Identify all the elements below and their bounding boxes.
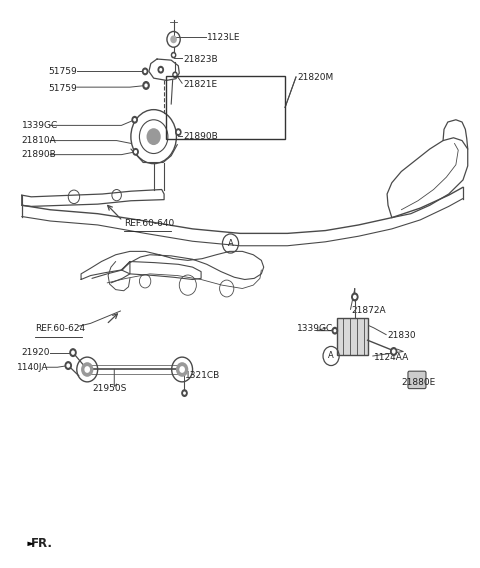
Text: A: A — [328, 352, 334, 361]
Text: FR.: FR. — [31, 537, 53, 550]
Circle shape — [134, 150, 137, 153]
Text: REF.60-640: REF.60-640 — [124, 219, 174, 228]
Text: 51759: 51759 — [48, 83, 77, 93]
Text: 21810A: 21810A — [22, 136, 57, 145]
Circle shape — [392, 349, 396, 354]
Circle shape — [390, 347, 397, 356]
Circle shape — [69, 348, 77, 357]
Circle shape — [81, 362, 94, 377]
Circle shape — [172, 53, 175, 57]
Text: 1339GC: 1339GC — [297, 324, 333, 333]
Circle shape — [144, 70, 146, 73]
Circle shape — [71, 350, 75, 355]
Circle shape — [334, 329, 336, 332]
Circle shape — [177, 131, 180, 134]
Text: 21920: 21920 — [22, 348, 50, 357]
Text: 51759: 51759 — [48, 67, 77, 76]
Circle shape — [134, 150, 137, 153]
Circle shape — [144, 83, 148, 87]
Circle shape — [142, 68, 148, 76]
Text: A: A — [228, 239, 233, 248]
Circle shape — [176, 362, 188, 377]
Circle shape — [172, 72, 178, 78]
Circle shape — [159, 68, 162, 72]
Circle shape — [175, 128, 181, 136]
Text: 1321CB: 1321CB — [185, 370, 221, 379]
Text: 21823B: 21823B — [183, 55, 218, 64]
Polygon shape — [27, 542, 35, 546]
Circle shape — [170, 35, 177, 43]
Circle shape — [177, 131, 180, 134]
Text: 21830: 21830 — [387, 331, 416, 340]
Circle shape — [353, 295, 357, 299]
Circle shape — [332, 327, 338, 335]
Circle shape — [142, 81, 150, 90]
Circle shape — [171, 52, 177, 59]
Text: REF.60-624: REF.60-624 — [35, 324, 85, 333]
Text: 1124AA: 1124AA — [374, 353, 409, 362]
Text: 21821E: 21821E — [183, 80, 217, 89]
Text: 21872A: 21872A — [351, 307, 386, 315]
FancyBboxPatch shape — [337, 318, 368, 355]
Circle shape — [66, 364, 70, 368]
Text: 1123LE: 1123LE — [207, 33, 240, 42]
Text: 1339GC: 1339GC — [22, 121, 58, 130]
Circle shape — [146, 128, 161, 145]
Circle shape — [181, 389, 188, 397]
Text: 21950S: 21950S — [92, 383, 127, 392]
Circle shape — [64, 361, 72, 370]
Circle shape — [84, 366, 90, 373]
Circle shape — [183, 391, 186, 395]
Text: 1140JA: 1140JA — [17, 363, 48, 371]
Circle shape — [157, 66, 164, 74]
Circle shape — [179, 366, 185, 373]
FancyBboxPatch shape — [408, 371, 426, 389]
Circle shape — [174, 73, 177, 77]
Text: 21890B: 21890B — [183, 132, 218, 141]
Circle shape — [133, 118, 136, 122]
Text: 21820M: 21820M — [297, 73, 333, 82]
Text: 21890B: 21890B — [22, 150, 57, 159]
Text: 21880E: 21880E — [401, 378, 435, 387]
Circle shape — [351, 293, 359, 302]
Circle shape — [132, 116, 138, 124]
Circle shape — [132, 148, 139, 156]
